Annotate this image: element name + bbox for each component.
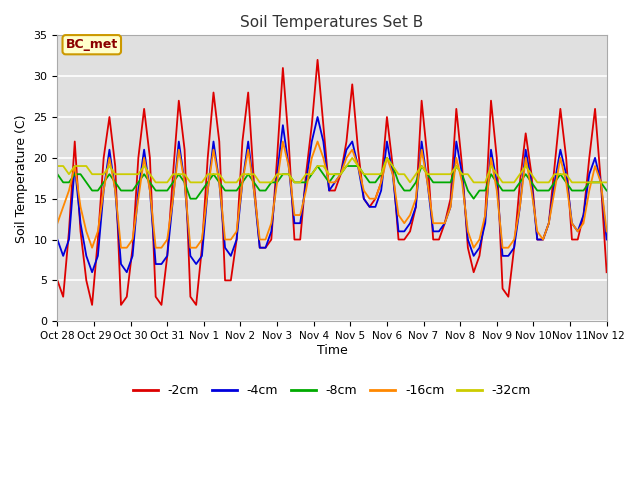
-8cm bbox=[383, 155, 391, 161]
-2cm bbox=[603, 269, 611, 275]
Title: Soil Temperatures Set B: Soil Temperatures Set B bbox=[241, 15, 424, 30]
-16cm bbox=[342, 155, 350, 161]
-8cm bbox=[186, 196, 194, 202]
-4cm bbox=[88, 269, 96, 275]
-2cm bbox=[296, 237, 304, 242]
-2cm bbox=[54, 277, 61, 283]
-4cm bbox=[134, 188, 142, 193]
-4cm bbox=[54, 237, 61, 242]
-2cm bbox=[568, 237, 576, 242]
-32cm bbox=[603, 180, 611, 185]
-32cm bbox=[337, 171, 344, 177]
-16cm bbox=[54, 220, 61, 226]
-8cm bbox=[296, 180, 304, 185]
-8cm bbox=[129, 188, 136, 193]
-4cm bbox=[568, 220, 576, 226]
-16cm bbox=[302, 188, 310, 193]
-16cm bbox=[134, 196, 142, 202]
Y-axis label: Soil Temperature (C): Soil Temperature (C) bbox=[15, 114, 28, 242]
-4cm bbox=[342, 147, 350, 153]
-2cm bbox=[314, 57, 321, 63]
Line: -2cm: -2cm bbox=[58, 60, 607, 305]
-8cm bbox=[354, 163, 362, 169]
Text: BC_met: BC_met bbox=[66, 38, 118, 51]
-8cm bbox=[54, 171, 61, 177]
-2cm bbox=[216, 139, 223, 144]
-32cm bbox=[360, 171, 367, 177]
-32cm bbox=[129, 171, 136, 177]
-16cm bbox=[216, 180, 223, 185]
-8cm bbox=[337, 171, 344, 177]
-8cm bbox=[568, 188, 576, 193]
Line: -4cm: -4cm bbox=[58, 117, 607, 272]
-32cm bbox=[54, 163, 61, 169]
-8cm bbox=[603, 188, 611, 193]
-32cm bbox=[216, 171, 223, 177]
-4cm bbox=[296, 220, 304, 226]
Line: -32cm: -32cm bbox=[58, 158, 607, 182]
-32cm bbox=[568, 180, 576, 185]
-16cm bbox=[279, 139, 287, 144]
-4cm bbox=[216, 180, 223, 185]
Line: -8cm: -8cm bbox=[58, 158, 607, 199]
-2cm bbox=[134, 155, 142, 161]
-32cm bbox=[348, 155, 356, 161]
-8cm bbox=[216, 180, 223, 185]
-2cm bbox=[88, 302, 96, 308]
-2cm bbox=[360, 196, 367, 202]
Legend: -2cm, -4cm, -8cm, -16cm, -32cm: -2cm, -4cm, -8cm, -16cm, -32cm bbox=[128, 379, 536, 402]
-16cm bbox=[568, 220, 576, 226]
-16cm bbox=[603, 228, 611, 234]
-16cm bbox=[360, 188, 367, 193]
X-axis label: Time: Time bbox=[317, 344, 348, 357]
-4cm bbox=[314, 114, 321, 120]
-16cm bbox=[88, 245, 96, 251]
-4cm bbox=[603, 237, 611, 242]
Line: -16cm: -16cm bbox=[58, 142, 607, 248]
-32cm bbox=[152, 180, 159, 185]
-2cm bbox=[342, 139, 350, 144]
-4cm bbox=[360, 196, 367, 202]
-32cm bbox=[296, 180, 304, 185]
